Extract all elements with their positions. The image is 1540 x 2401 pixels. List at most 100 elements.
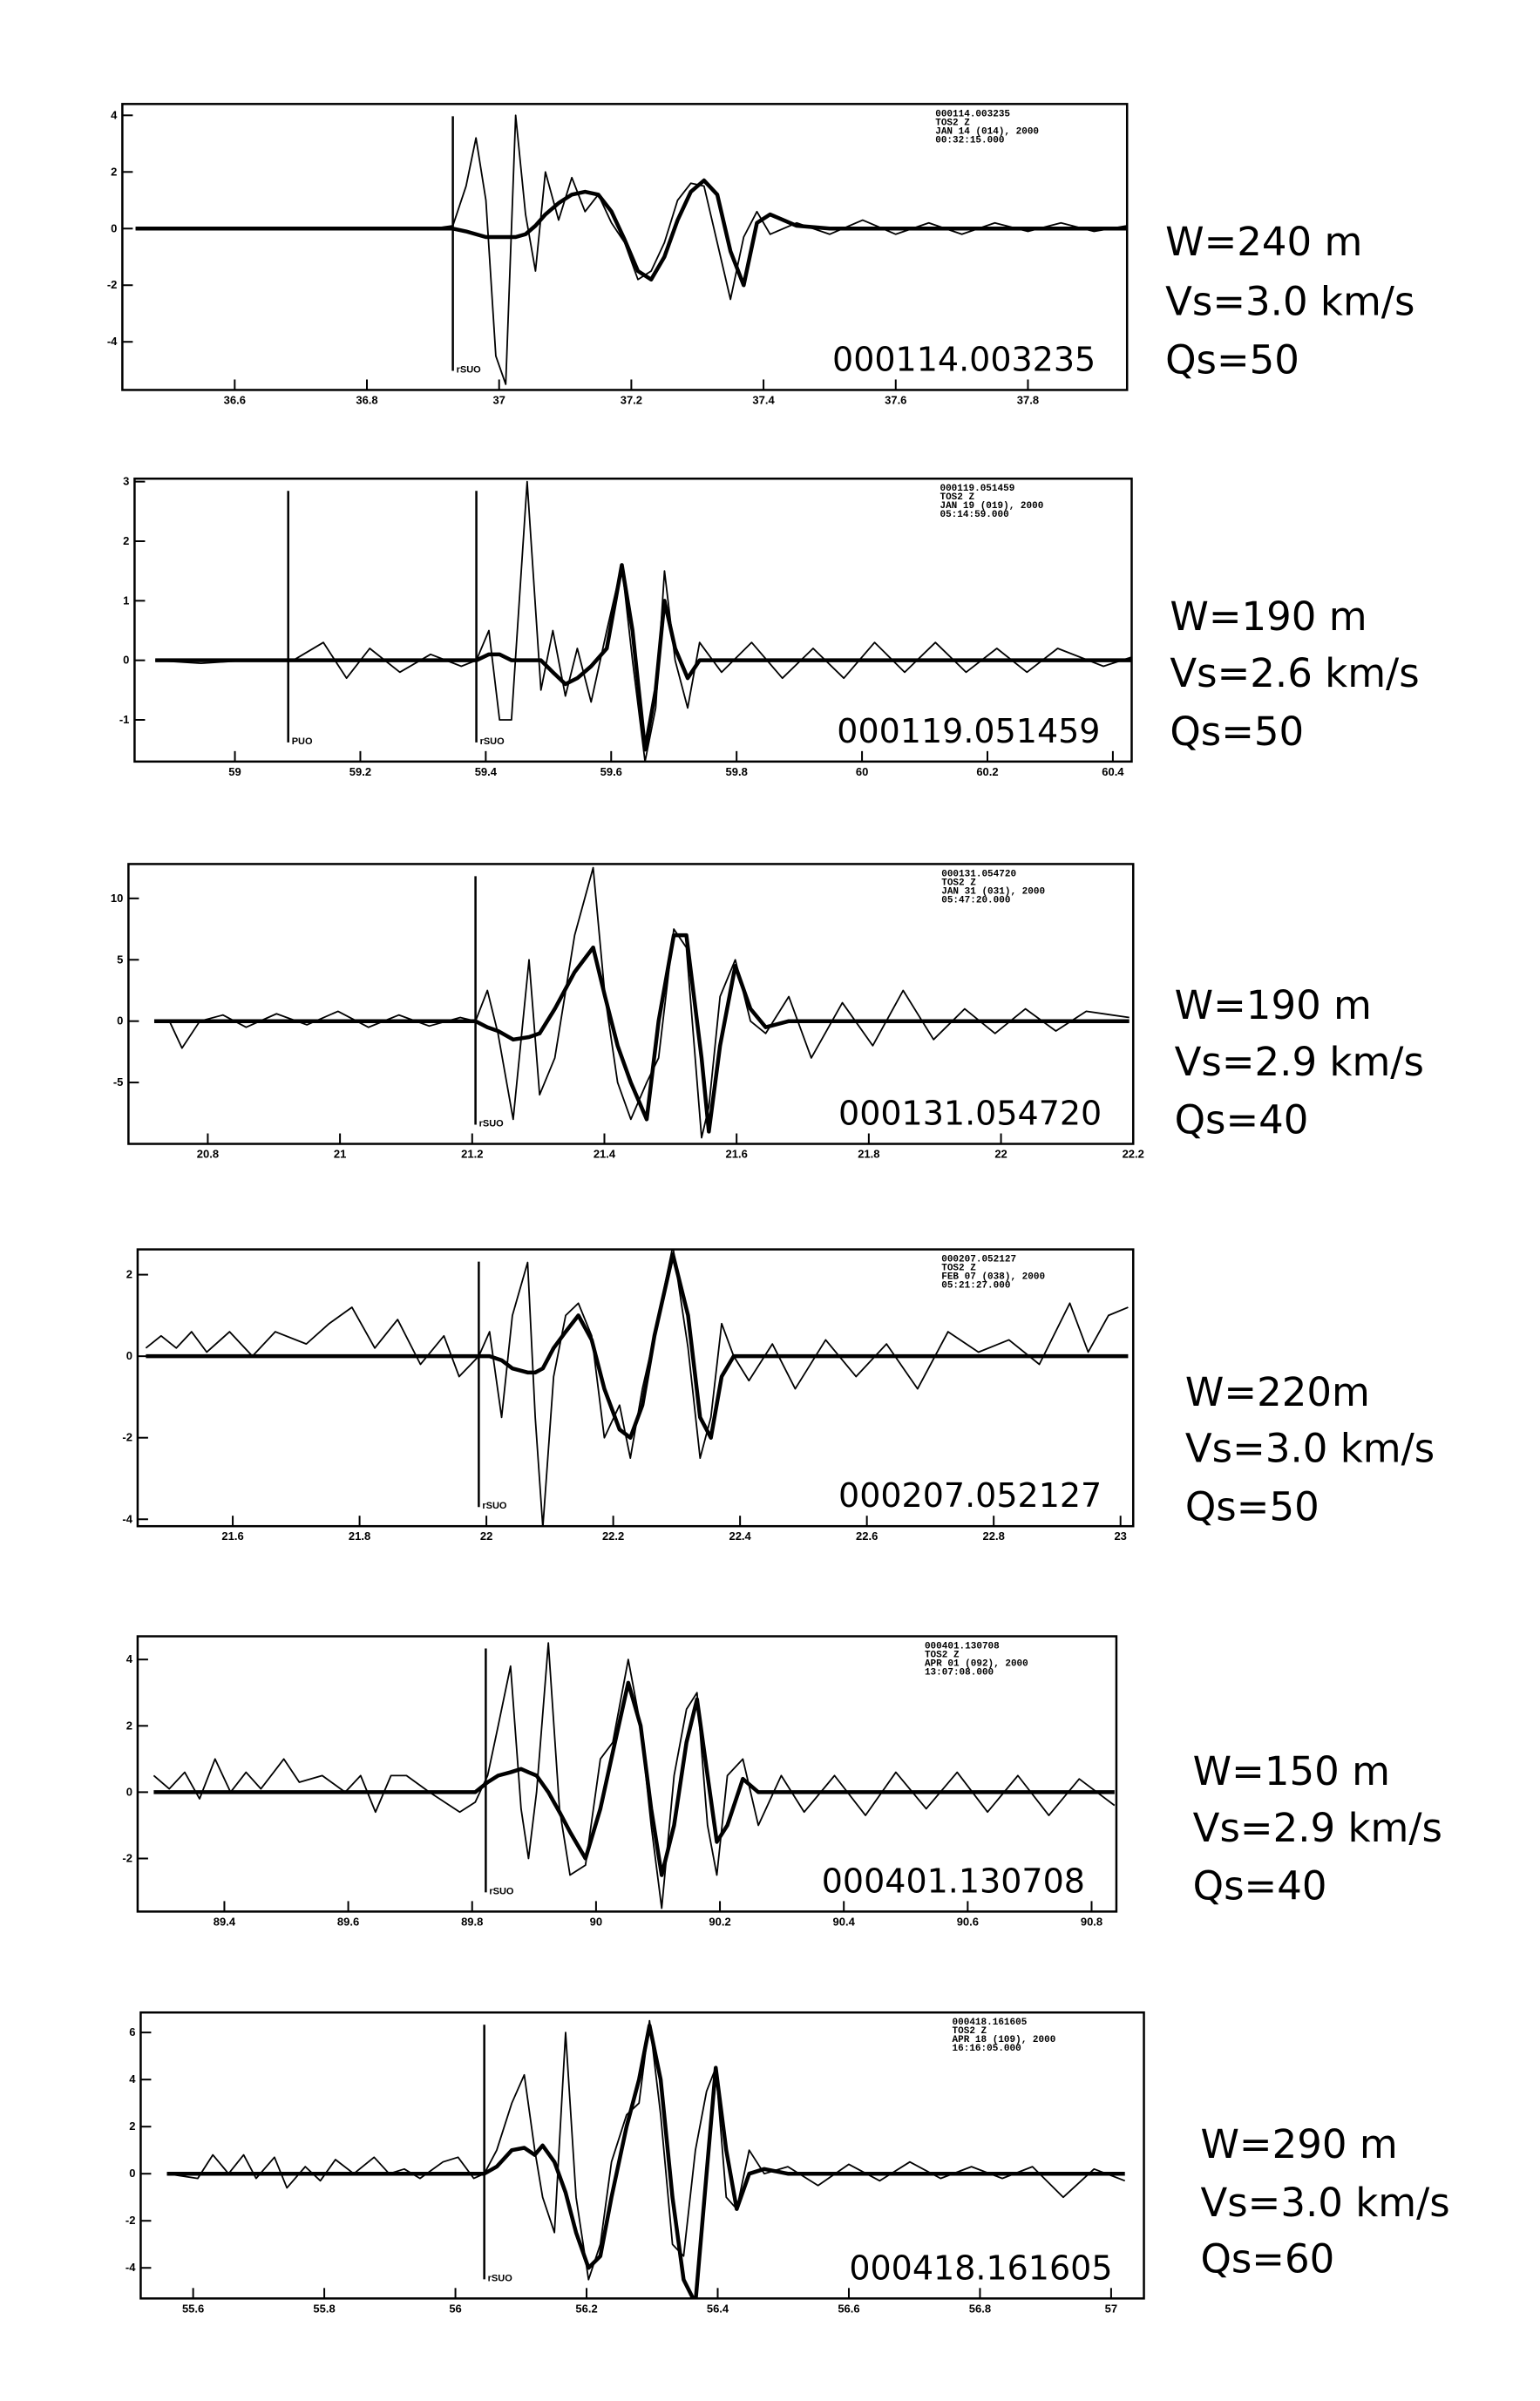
parameter: Qs=50 — [1170, 709, 1304, 755]
waveform — [166, 2023, 1125, 2299]
y-tick-label: -4 — [126, 2261, 136, 2274]
event-id: 000418.161605 — [849, 2248, 1112, 2287]
phase-marker-label: rSUO — [479, 1119, 505, 1129]
x-tick-label: 36.8 — [356, 393, 377, 406]
x-tick-label: 59.6 — [600, 765, 622, 778]
header-line: 05:14:59.000 — [940, 510, 1008, 520]
parameter: W=290 m — [1200, 2121, 1397, 2167]
header-line: APR 01 (092), 2000 — [925, 1659, 1028, 1670]
y-tick-label: -2 — [107, 278, 118, 291]
x-tick-label: 60 — [856, 765, 868, 778]
header-line: 16:16:05.000 — [953, 2044, 1021, 2054]
parameter: Qs=60 — [1200, 2236, 1334, 2282]
panel: -4 -2 0 2 21.6 21.8 22 22.2 22.4 22.6 22.8 23 rSUO 00… — [122, 1248, 1435, 1543]
y-tick-label: 0 — [126, 1785, 132, 1798]
header-line: 000114.003235 — [935, 109, 1010, 119]
phase-marker-label: rSUO — [457, 364, 482, 375]
event-id: 000207.052127 — [838, 1476, 1102, 1515]
x-tick-label: 37.4 — [752, 393, 775, 406]
x-tick-label: 56.6 — [838, 2302, 859, 2315]
x-tick-label: 89.6 — [337, 1915, 359, 1928]
y-tick-label: 2 — [126, 1719, 132, 1732]
x-tick-label: 59 — [228, 765, 241, 778]
y-tick-label: 2 — [111, 165, 117, 178]
waveform — [155, 563, 1131, 752]
waveform — [153, 1642, 1116, 1909]
panel: -1 0 1 2 3 59 59.2 59.4 59.6 59.8 60 60.2 60.4 PUO rSU… — [119, 475, 1420, 778]
parameter: W=190 m — [1175, 982, 1372, 1028]
x-tick-label: 21.6 — [726, 1148, 748, 1161]
y-tick-label: 1 — [123, 593, 129, 607]
header-line: TOS2 Z — [953, 2026, 987, 2037]
y-tick-label: -5 — [113, 1075, 124, 1089]
plot-frame — [139, 2011, 1145, 2300]
x-tick-label: 90.8 — [1081, 1915, 1102, 1928]
header-line: 000119.051459 — [940, 484, 1014, 494]
x-tick-label: 21.8 — [858, 1148, 879, 1161]
y-tick-label: 2 — [126, 1268, 132, 1281]
y-tick-label: 4 — [126, 1652, 133, 1665]
x-tick-label: 90.2 — [709, 1915, 730, 1928]
event-id: 000131.054720 — [838, 1095, 1102, 1133]
x-tick-label: 36.6 — [224, 393, 246, 406]
x-tick-label: 22 — [480, 1529, 492, 1543]
y-tick-label: 3 — [123, 475, 129, 488]
x-tick-label: 57 — [1105, 2302, 1117, 2315]
x-tick-label: 37.2 — [621, 393, 642, 406]
plot-frame — [136, 1248, 1135, 1528]
plot-frame — [136, 1635, 1118, 1913]
y-tick-label: 0 — [123, 654, 129, 667]
waveform — [153, 933, 1130, 1134]
y-tick-label: 6 — [129, 2025, 135, 2038]
phase-marker-label: rSUO — [480, 736, 505, 747]
x-tick-label: 90.6 — [957, 1915, 979, 1928]
header-line: 000401.130708 — [925, 1642, 1000, 1652]
panel: -4 -2 0 2 4 36.6 36.8 37 37.2 37.4 37.6 37.8 rSUO 000… — [107, 103, 1414, 406]
y-tick-label: 5 — [117, 953, 123, 966]
y-tick-label: -4 — [122, 1512, 132, 1525]
header-line: APR 18 (109), 2000 — [953, 2035, 1056, 2045]
x-tick-label: 22.4 — [729, 1529, 751, 1543]
x-tick-label: 21.8 — [349, 1529, 370, 1543]
x-tick-label: 22.6 — [856, 1529, 878, 1543]
parameter: Qs=50 — [1185, 1483, 1320, 1529]
x-tick-label: 60.2 — [976, 765, 998, 778]
header-line: FEB 07 (038), 2000 — [941, 1272, 1045, 1283]
x-tick-label: 37 — [492, 393, 505, 406]
x-tick-label: 21.6 — [221, 1529, 243, 1543]
header-line: 000131.054720 — [941, 869, 1016, 879]
header-line: 05:21:27.000 — [941, 1281, 1010, 1292]
x-tick-label: 59.2 — [349, 765, 371, 778]
y-tick-label: -2 — [122, 1431, 132, 1444]
parameter: Qs=40 — [1193, 1863, 1327, 1909]
phase-marker-label: rSUO — [488, 2273, 513, 2283]
waveform — [135, 178, 1128, 288]
header-line: 000418.161605 — [953, 2018, 1028, 2028]
header-line: TOS2 Z — [941, 878, 976, 888]
parameter: Vs=3.0 km/s — [1200, 2180, 1449, 2226]
x-tick-label: 21.2 — [461, 1148, 483, 1161]
x-tick-label: 56.8 — [969, 2302, 991, 2315]
header-line: JAN 31 (031), 2000 — [941, 886, 1045, 897]
parameter: Qs=50 — [1165, 336, 1299, 383]
parameter: W=190 m — [1170, 593, 1367, 640]
x-tick-label: 20.8 — [197, 1148, 219, 1161]
x-tick-label: 22.2 — [1123, 1148, 1144, 1161]
header-line: TOS2 Z — [935, 118, 970, 128]
panel: -2 0 2 4 89.4 89.6 89.8 90 90.2 90.4 90.6 90.8 rSUO 0… — [122, 1635, 1442, 1928]
parameter: W=150 m — [1193, 1748, 1390, 1794]
header-line: TOS2 Z — [925, 1651, 960, 1661]
parameter: W=240 m — [1165, 219, 1362, 265]
parameter: Vs=2.9 km/s — [1193, 1805, 1442, 1851]
event-id: 000401.130708 — [822, 1862, 1085, 1900]
x-tick-label: 56.2 — [575, 2302, 597, 2315]
event-id: 000119.051459 — [837, 712, 1100, 750]
x-tick-label: 21.4 — [594, 1148, 616, 1161]
y-tick-label: 4 — [111, 108, 118, 121]
header-line: JAN 14 (014), 2000 — [935, 126, 1039, 137]
parameter: Vs=2.9 km/s — [1175, 1039, 1424, 1085]
x-tick-label: 56.4 — [707, 2302, 729, 2315]
plot-frame — [121, 103, 1129, 391]
